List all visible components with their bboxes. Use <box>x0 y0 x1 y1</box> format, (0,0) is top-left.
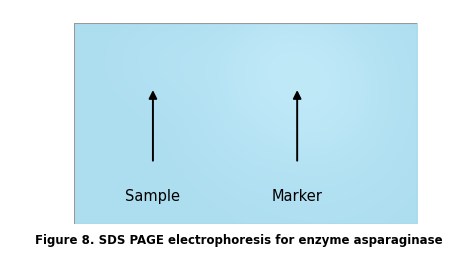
Text: Sample: Sample <box>125 189 180 204</box>
Text: Marker: Marker <box>271 189 322 204</box>
Text: Figure 8. SDS PAGE electrophoresis for enzyme asparaginase: Figure 8. SDS PAGE electrophoresis for e… <box>35 234 441 247</box>
